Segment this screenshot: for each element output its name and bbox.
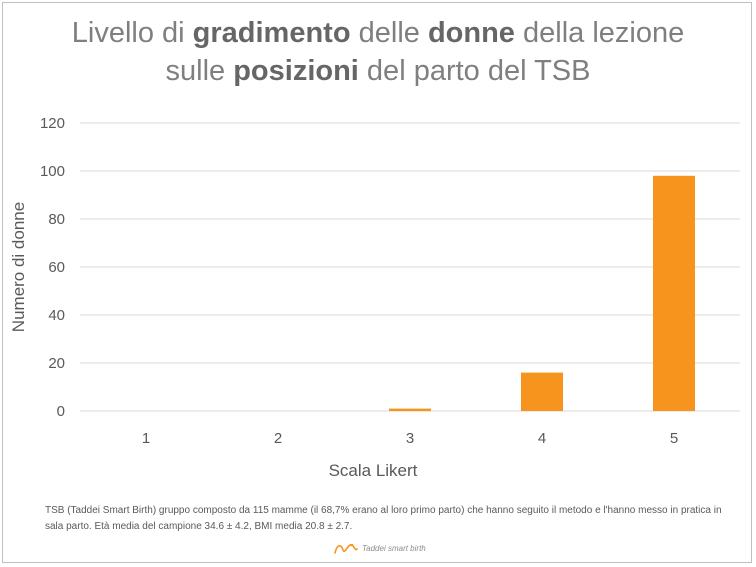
logo: Taddei smart birth: [333, 538, 426, 558]
bars: [389, 175, 695, 411]
title-text: delle: [350, 17, 428, 49]
y-axis-ticks: 0 20 40 60 80 100 120: [40, 115, 65, 420]
y-tick-label: 0: [57, 403, 65, 420]
x-tick-label: 3: [406, 430, 414, 447]
bar-5: [653, 175, 695, 411]
x-axis-ticks: 1 2 3 4 5: [142, 430, 678, 447]
y-tick-label: 100: [40, 163, 65, 180]
title-bold-word: donne: [427, 17, 515, 49]
gridlines: [80, 122, 740, 412]
y-tick-label: 120: [40, 115, 65, 132]
x-tick-label: 1: [142, 430, 150, 447]
y-tick-label: 40: [48, 307, 65, 324]
x-axis-title: Scala Likert: [329, 461, 418, 480]
x-tick-label: 2: [274, 430, 282, 447]
title-line-1: Livello di gradimento delle donne della …: [0, 14, 756, 52]
footnote: TSB (Taddei Smart Birth) gruppo composto…: [45, 505, 722, 532]
taddei-logo-icon: [334, 543, 358, 554]
logo-text: Taddei smart birth: [362, 543, 426, 553]
title-text: del parto del TSB: [358, 55, 591, 87]
bar-4: [521, 372, 563, 411]
bar-3: [389, 408, 431, 411]
bar-chart: 0 20 40 60 80 100 120 1 2 3 4 5 Scala Likert Numer…: [9, 115, 740, 480]
title-bold-word: posizioni: [233, 55, 359, 87]
y-tick-label: 80: [48, 211, 65, 228]
y-tick-label: 20: [48, 355, 65, 372]
y-axis-title: Numero di donne: [9, 202, 28, 332]
chart-title: Livello di gradimento delle donne della …: [0, 14, 756, 90]
title-text: Livello di: [71, 17, 193, 49]
title-text: sulle: [165, 55, 234, 87]
title-line-2: sulle posizioni del parto del TSB: [0, 52, 756, 90]
title-bold-word: gradimento: [192, 17, 351, 49]
x-tick-label: 5: [670, 430, 678, 447]
y-tick-label: 60: [48, 259, 65, 276]
x-tick-label: 4: [538, 430, 546, 447]
title-text: della lezione: [514, 17, 685, 49]
